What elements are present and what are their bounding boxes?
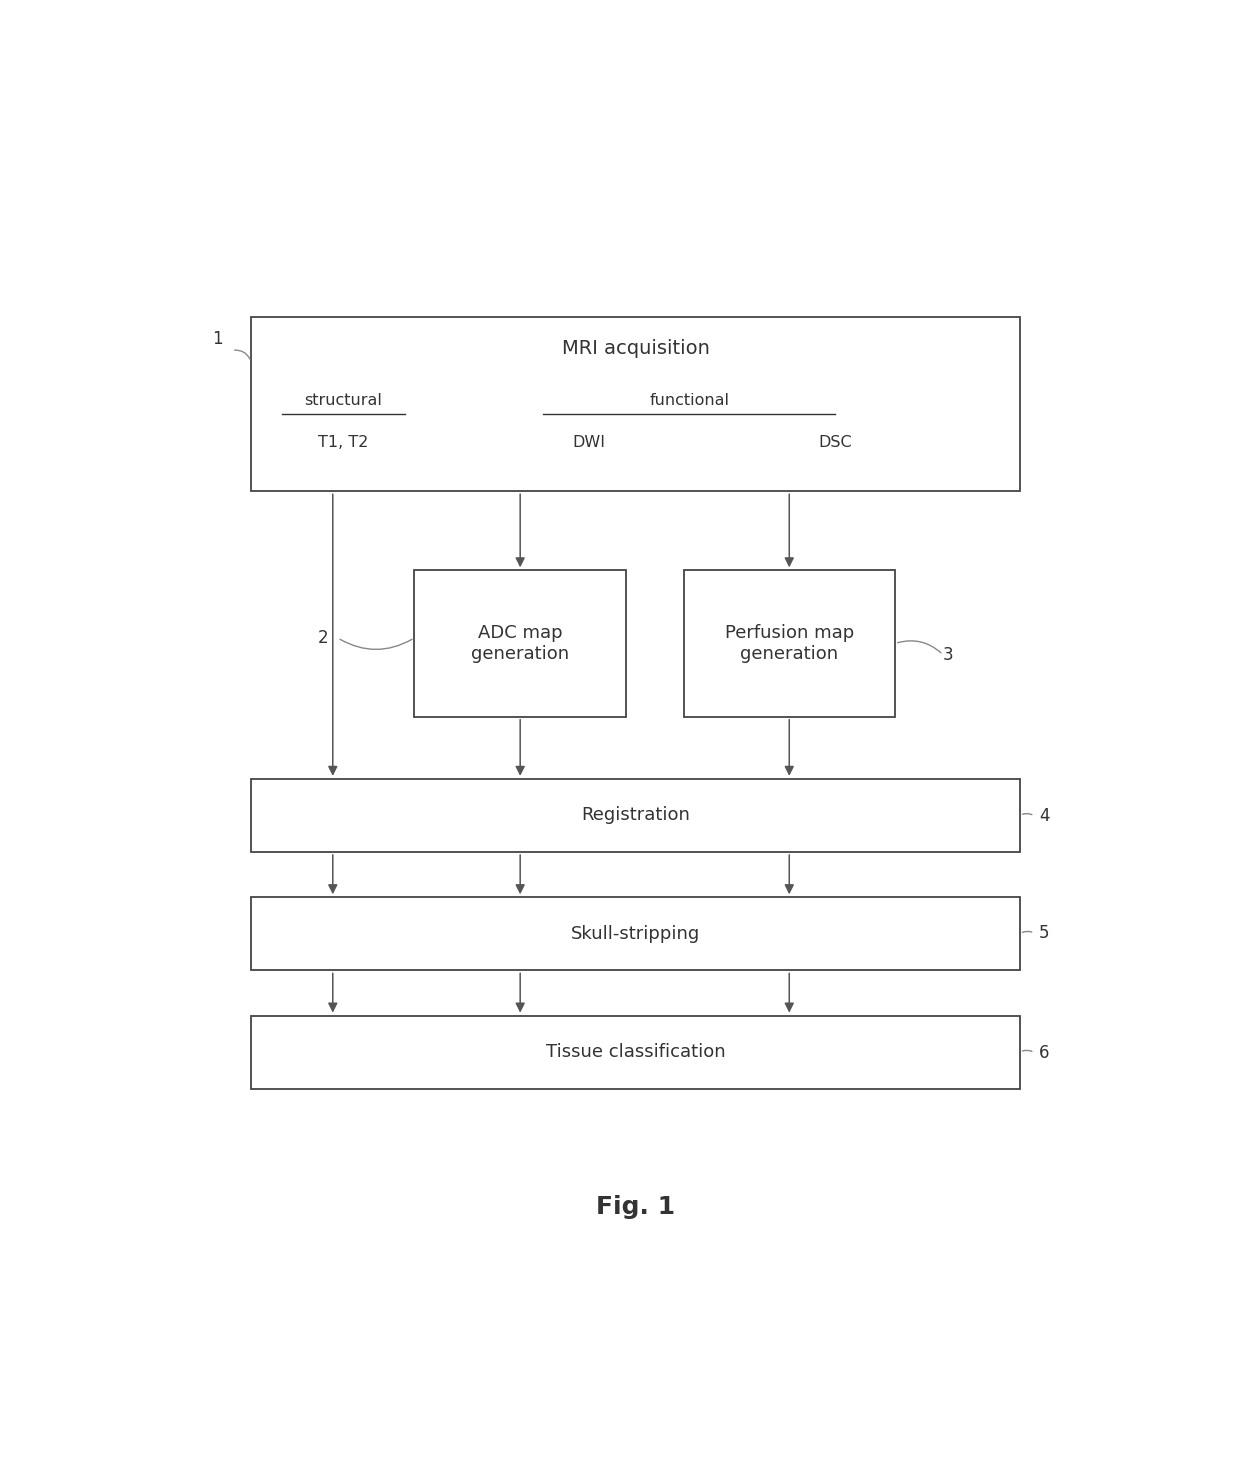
Bar <box>250 316 1021 492</box>
Text: 3: 3 <box>944 646 954 663</box>
Text: Perfusion map
generation: Perfusion map generation <box>724 624 854 663</box>
Bar <box>250 1016 1021 1089</box>
Text: 2: 2 <box>317 630 329 647</box>
Text: 6: 6 <box>1039 1044 1049 1061</box>
Text: DSC: DSC <box>818 435 852 449</box>
Text: MRI acquisition: MRI acquisition <box>562 338 709 357</box>
Text: Tissue classification: Tissue classification <box>546 1044 725 1061</box>
Text: T1, T2: T1, T2 <box>319 435 368 449</box>
Text: Registration: Registration <box>582 807 689 824</box>
Bar <box>414 571 626 717</box>
Text: 4: 4 <box>1039 807 1049 826</box>
Text: Fig. 1: Fig. 1 <box>596 1195 675 1220</box>
Bar <box>250 779 1021 852</box>
Text: functional: functional <box>650 392 729 408</box>
Text: Skull-stripping: Skull-stripping <box>570 925 701 943</box>
Text: structural: structural <box>304 392 382 408</box>
Bar <box>683 571 895 717</box>
Text: 1: 1 <box>212 331 223 348</box>
Text: DWI: DWI <box>573 435 606 449</box>
Text: 5: 5 <box>1039 924 1049 943</box>
Text: ADC map
generation: ADC map generation <box>471 624 569 663</box>
Bar <box>250 897 1021 971</box>
